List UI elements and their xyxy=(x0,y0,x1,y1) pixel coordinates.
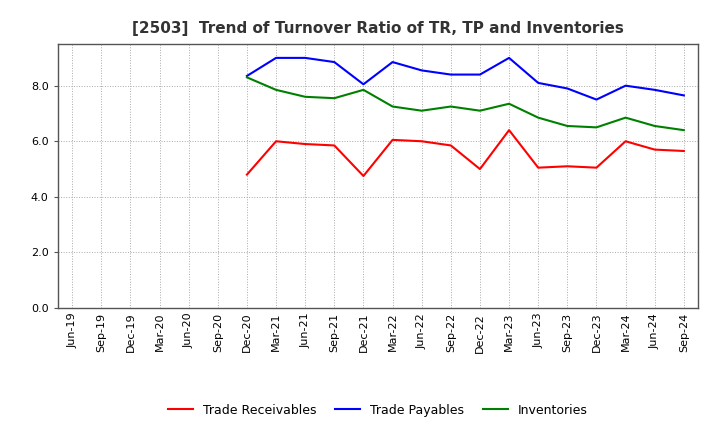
Trade Receivables xyxy=(243,172,251,177)
Trade Payables xyxy=(301,55,310,61)
Trade Payables xyxy=(243,73,251,79)
Inventories xyxy=(534,115,543,120)
Trade Receivables xyxy=(476,166,485,172)
Inventories xyxy=(271,87,280,92)
Inventories xyxy=(476,108,485,114)
Trade Receivables xyxy=(621,139,630,144)
Trade Payables xyxy=(680,93,688,98)
Trade Receivables xyxy=(388,137,397,143)
Trade Payables xyxy=(563,86,572,91)
Inventories xyxy=(359,87,368,92)
Trade Payables xyxy=(534,80,543,85)
Trade Receivables xyxy=(301,141,310,147)
Trade Payables xyxy=(330,59,338,65)
Trade Receivables xyxy=(680,148,688,154)
Trade Payables xyxy=(271,55,280,61)
Trade Receivables xyxy=(418,139,426,144)
Title: [2503]  Trend of Turnover Ratio of TR, TP and Inventories: [2503] Trend of Turnover Ratio of TR, TP… xyxy=(132,21,624,36)
Trade Receivables xyxy=(330,143,338,148)
Trade Receivables xyxy=(563,164,572,169)
Inventories xyxy=(301,94,310,99)
Inventories xyxy=(388,104,397,109)
Inventories xyxy=(418,108,426,114)
Inventories xyxy=(243,75,251,80)
Trade Receivables xyxy=(534,165,543,170)
Inventories xyxy=(680,128,688,133)
Legend: Trade Receivables, Trade Payables, Inventories: Trade Receivables, Trade Payables, Inven… xyxy=(163,399,593,422)
Inventories xyxy=(505,101,513,106)
Trade Receivables xyxy=(505,128,513,133)
Line: Trade Receivables: Trade Receivables xyxy=(247,130,684,176)
Trade Payables xyxy=(388,59,397,65)
Inventories xyxy=(592,125,600,130)
Trade Payables xyxy=(359,82,368,87)
Line: Inventories: Inventories xyxy=(247,77,684,130)
Inventories xyxy=(330,95,338,101)
Trade Payables xyxy=(621,83,630,88)
Trade Payables xyxy=(418,68,426,73)
Trade Receivables xyxy=(271,139,280,144)
Trade Receivables xyxy=(359,173,368,179)
Trade Payables xyxy=(650,87,659,92)
Line: Trade Payables: Trade Payables xyxy=(247,58,684,99)
Trade Receivables xyxy=(592,165,600,170)
Trade Payables xyxy=(592,97,600,102)
Trade Receivables xyxy=(650,147,659,152)
Inventories xyxy=(446,104,455,109)
Trade Payables xyxy=(446,72,455,77)
Inventories xyxy=(621,115,630,120)
Trade Payables xyxy=(505,55,513,61)
Trade Payables xyxy=(476,72,485,77)
Inventories xyxy=(650,123,659,128)
Inventories xyxy=(563,123,572,128)
Trade Receivables xyxy=(446,143,455,148)
